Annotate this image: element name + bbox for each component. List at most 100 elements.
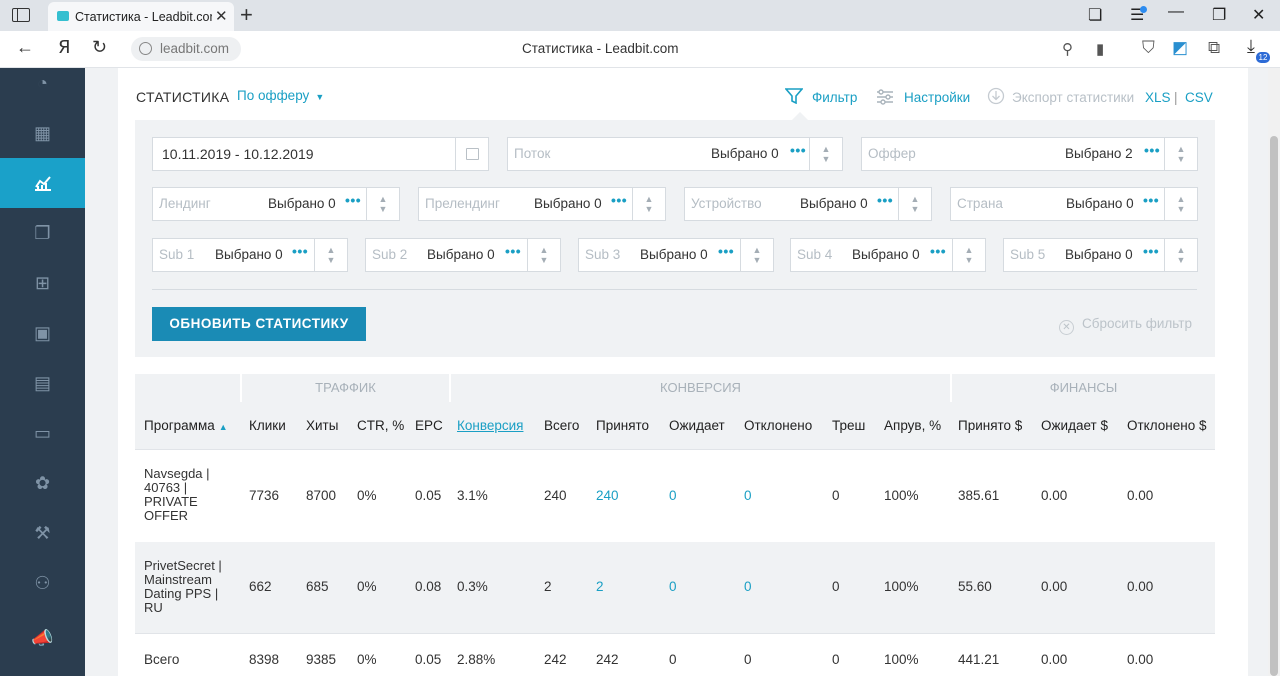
sub1-more-icon[interactable]: ••• <box>292 243 309 259</box>
reset-filter-link[interactable]: ✕ Сбросить фильтр <box>1059 316 1192 335</box>
col-rejected-usd[interactable]: Отклонено $ <box>1127 418 1207 433</box>
export-xls-link[interactable]: XLS <box>1145 90 1171 105</box>
cell-pending-link[interactable]: 0 <box>669 579 677 594</box>
translate-icon[interactable]: ⧉ <box>1208 38 1221 57</box>
col-hits[interactable]: Хиты <box>306 418 339 433</box>
sub5-spinner[interactable]: ▲ ▼ <box>1164 239 1197 271</box>
sub2-spinner[interactable]: ▲ ▼ <box>527 239 560 271</box>
device-spinner[interactable]: ▲ ▼ <box>898 188 931 220</box>
sub1-select[interactable]: Sub 1 Выбрано 0 ••• ▲ ▼ <box>152 238 348 272</box>
cell-accepted-link[interactable]: 2 <box>596 579 604 594</box>
group-by-dropdown[interactable]: По офферу ▼ <box>237 88 324 103</box>
stream-more-icon[interactable]: ••• <box>790 142 807 158</box>
landing-select[interactable]: Лендинг Выбрано 0 ••• ▲ ▼ <box>152 187 400 221</box>
cell-approve: 100% <box>884 488 919 503</box>
sub3-spinner[interactable]: ▲ ▼ <box>740 239 773 271</box>
country-select[interactable]: Страна Выбрано 0 ••• ▲ ▼ <box>950 187 1198 221</box>
cell-rejected-link[interactable]: 0 <box>744 579 752 594</box>
filter-icon[interactable] <box>784 88 804 109</box>
col-trash[interactable]: Треш <box>832 418 866 433</box>
sub3-select[interactable]: Sub 3 Выбрано 0 ••• ▲ ▼ <box>578 238 774 272</box>
sub2-more-icon[interactable]: ••• <box>505 243 522 259</box>
scrollbar-thumb[interactable] <box>1270 136 1278 676</box>
prelanding-select[interactable]: Прелендинг Выбрано 0 ••• ▲ ▼ <box>418 187 666 221</box>
offer-select[interactable]: Оффер Выбрано 2 ••• ▲ ▼ <box>861 137 1198 171</box>
sub4-select[interactable]: Sub 4 Выбрано 0 ••• ▲ ▼ <box>790 238 986 272</box>
col-ctr[interactable]: CTR, % <box>357 418 405 433</box>
close-window-icon[interactable]: ✕ <box>1252 7 1266 24</box>
col-conversion[interactable]: Конверсия <box>457 418 524 433</box>
landing-spinner[interactable]: ▲ ▼ <box>366 188 399 220</box>
sidebar-item-news[interactable]: 📣 <box>0 613 85 663</box>
filter-link[interactable]: Фильтр <box>812 90 858 105</box>
update-statistics-button[interactable]: ОБНОВИТЬ СТАТИСТИКУ <box>152 307 366 341</box>
minimize-icon[interactable]: — <box>1168 3 1184 20</box>
offer-spinner[interactable]: ▲ ▼ <box>1164 138 1197 170</box>
prelanding-spinner[interactable]: ▲ ▼ <box>632 188 665 220</box>
settings-sliders-icon[interactable] <box>876 89 894 110</box>
sub1-spinner[interactable]: ▲ ▼ <box>314 239 347 271</box>
export-csv-link[interactable]: CSV <box>1185 90 1213 105</box>
back-icon[interactable]: ← <box>16 37 34 57</box>
calendar-button[interactable] <box>455 138 488 170</box>
sort-asc-icon[interactable]: ▲ <box>218 422 228 432</box>
page-scrollbar[interactable] <box>1268 68 1280 676</box>
col-pending-usd[interactable]: Ожидает $ <box>1041 418 1108 433</box>
sub4-more-icon[interactable]: ••• <box>930 243 947 259</box>
device-select[interactable]: Устройство Выбрано 0 ••• ▲ ▼ <box>684 187 932 221</box>
cell-accepted-link[interactable]: 240 <box>596 488 619 503</box>
col-rejected[interactable]: Отклонено <box>744 418 813 433</box>
yandex-logo-icon[interactable]: Я <box>58 37 71 58</box>
col-epc[interactable]: EPC <box>415 418 443 433</box>
offer-more-icon[interactable]: ••• <box>1144 142 1161 158</box>
bookmark-icon[interactable]: ▮ <box>1096 41 1105 58</box>
cell-pending-link[interactable]: 0 <box>669 488 677 503</box>
sidebar-item-apps[interactable]: ⊞ <box>0 258 85 308</box>
sidebar-item-offers[interactable]: ▦ <box>0 108 85 158</box>
sidebar-item-dashboard[interactable]: ◔ <box>0 58 85 108</box>
cell-rejected-link[interactable]: 0 <box>744 488 752 503</box>
country-more-icon[interactable]: ••• <box>1143 192 1160 208</box>
settings-link[interactable]: Настройки <box>904 90 971 105</box>
col-pending[interactable]: Ожидает <box>669 418 725 433</box>
col-program[interactable]: Программа ▲ <box>144 418 228 433</box>
col-total[interactable]: Всего <box>544 418 580 433</box>
stream-spinner[interactable]: ▲ ▼ <box>809 138 842 170</box>
col-accepted[interactable]: Принято <box>596 418 650 433</box>
col-approve[interactable]: Апрув, % <box>884 418 942 433</box>
extension-icon[interactable]: ◩ <box>1172 38 1189 57</box>
landing-more-icon[interactable]: ••• <box>345 192 362 208</box>
device-more-icon[interactable]: ••• <box>877 192 894 208</box>
country-spinner[interactable]: ▲ ▼ <box>1164 188 1197 220</box>
sidebar-item-landings[interactable]: ▭ <box>0 408 85 458</box>
col-clicks[interactable]: Клики <box>249 418 286 433</box>
sidebar-toggle-icon[interactable] <box>12 8 30 22</box>
new-tab-icon[interactable]: + <box>240 2 253 27</box>
tab-close-icon[interactable]: ✕ <box>215 8 228 25</box>
sidebar-item-statistics[interactable] <box>0 158 85 208</box>
sidebar-item-profile[interactable]: ⚇ <box>0 558 85 608</box>
stream-select[interactable]: Поток Выбрано 0 ••• ▲ ▼ <box>507 137 843 171</box>
sub4-spinner[interactable]: ▲ ▼ <box>952 239 985 271</box>
protect-shield-icon[interactable]: ⛉ <box>1142 38 1155 57</box>
col-accepted-usd[interactable]: Принято $ <box>958 418 1023 433</box>
sidebar-item-finance[interactable]: ▤ <box>0 358 85 408</box>
sub2-select[interactable]: Sub 2 Выбрано 0 ••• ▲ ▼ <box>365 238 561 272</box>
sidebar-item-tools[interactable]: ⚒ <box>0 508 85 558</box>
sub5-more-icon[interactable]: ••• <box>1143 243 1160 259</box>
browser-tab[interactable]: Статистика - Leadbit.com ✕ <box>48 2 234 31</box>
sub5-select[interactable]: Sub 5 Выбрано 0 ••• ▲ ▼ <box>1003 238 1198 272</box>
download-icon[interactable]: ⤓ <box>1247 36 1255 56</box>
sub3-more-icon[interactable]: ••• <box>718 243 735 259</box>
sidebar-item-streams[interactable]: ❐ <box>0 208 85 258</box>
restore-icon[interactable]: ❐ <box>1212 7 1227 24</box>
prelanding-more-icon[interactable]: ••• <box>611 192 628 208</box>
bookmark-collections-icon[interactable]: ❏ <box>1088 7 1103 24</box>
url-field[interactable]: leadbit.com <box>131 37 241 61</box>
sidebar-item-integrations[interactable]: ✿ <box>0 458 85 508</box>
filter-panel: 10.11.2019 - 10.12.2019 Поток Выбрано 0 … <box>135 120 1215 357</box>
sidebar-item-briefcase[interactable]: ▣ <box>0 308 85 358</box>
reload-icon[interactable]: ↻ <box>92 37 108 57</box>
search-key-icon[interactable]: ⚲ <box>1062 41 1073 58</box>
date-range-picker[interactable]: 10.11.2019 - 10.12.2019 <box>152 137 489 171</box>
